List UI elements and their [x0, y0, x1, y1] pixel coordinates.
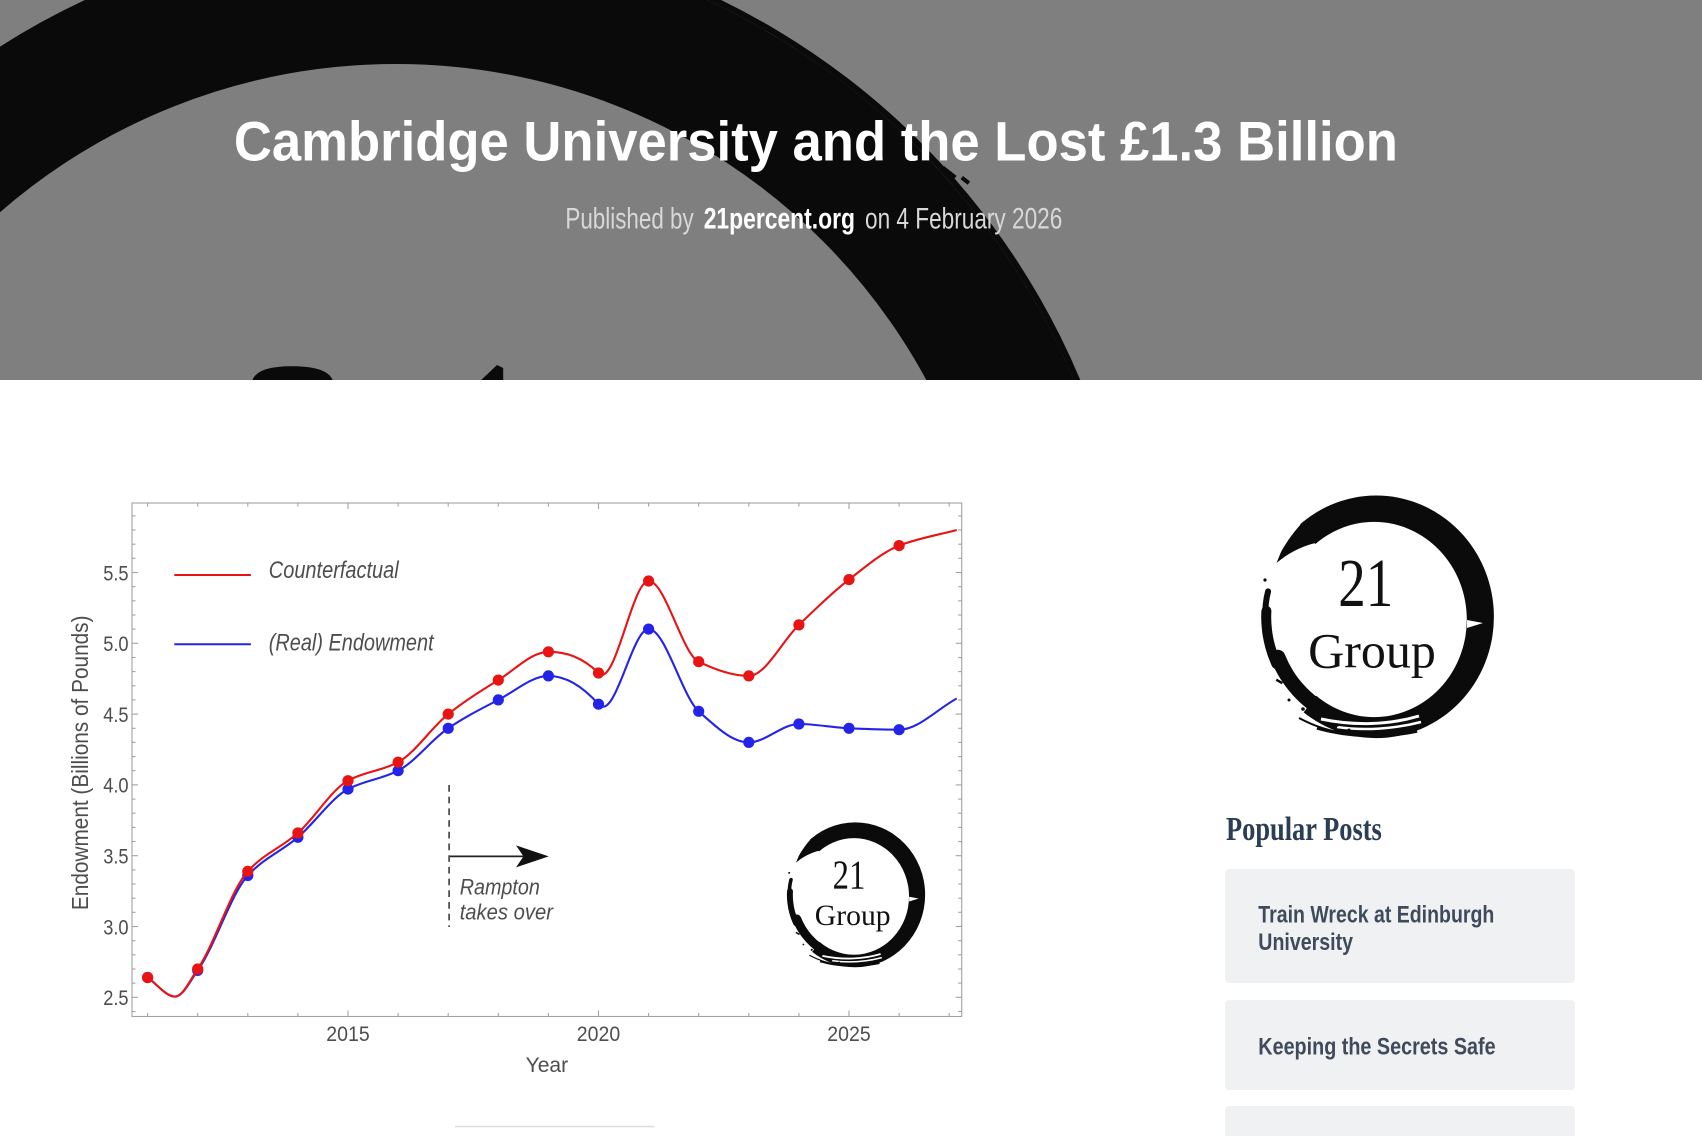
svg-text:Published by: Published by	[565, 202, 693, 235]
svg-text:Endowment (Billions of Pounds): Endowment (Billions of Pounds)	[67, 616, 93, 911]
svg-text:Cambridge University and the L: Cambridge University and the Lost £1.3 B…	[234, 111, 1398, 173]
svg-text:21percent.org: 21percent.org	[704, 202, 855, 235]
svg-text:on 4 February 2026: on 4 February 2026	[865, 202, 1062, 235]
svg-text:(Real) Endowment: (Real) Endowment	[269, 630, 435, 657]
svg-text:Train Wreck at Edinburgh: Train Wreck at Edinburgh	[1258, 902, 1494, 929]
svg-text:Rampton: Rampton	[460, 874, 540, 899]
svg-text:2.5: 2.5	[103, 986, 128, 1010]
svg-text:2015: 2015	[326, 1022, 369, 1046]
svg-text:Keeping the Secrets Safe: Keeping the Secrets Safe	[1258, 1033, 1495, 1060]
svg-text:Popular Posts: Popular Posts	[1226, 811, 1382, 848]
svg-text:2025: 2025	[827, 1022, 870, 1046]
svg-text:5.5: 5.5	[103, 561, 128, 585]
svg-text:takes over: takes over	[460, 900, 555, 925]
svg-text:4.0: 4.0	[103, 774, 128, 798]
svg-text:3.5: 3.5	[103, 845, 128, 869]
svg-text:2020: 2020	[577, 1022, 620, 1046]
svg-text:University: University	[1258, 929, 1353, 956]
svg-text:5.0: 5.0	[103, 632, 128, 656]
svg-text:Counterfactual: Counterfactual	[269, 557, 399, 584]
svg-text:Year: Year	[526, 1053, 569, 1077]
svg-text:4.5: 4.5	[103, 703, 128, 727]
svg-text:3.0: 3.0	[103, 915, 128, 939]
